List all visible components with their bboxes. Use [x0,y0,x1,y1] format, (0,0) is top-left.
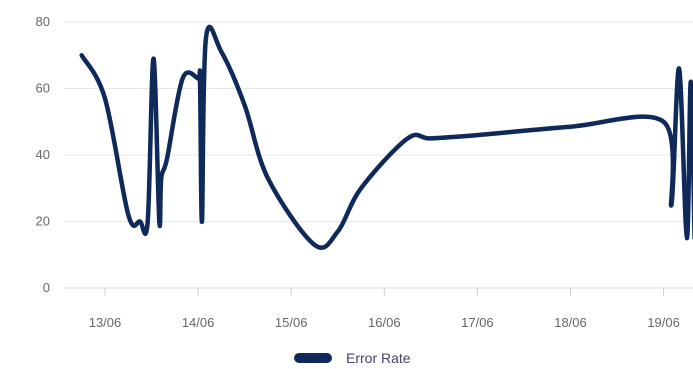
x-tick-label: 13/06 [89,315,122,330]
x-axis-ticks: 13/06 14/06 15/06 16/06 17/06 18/06 19/06 [89,288,680,330]
y-tick-label: 80 [36,14,50,29]
series-line-error-rate [79,24,693,250]
x-tick-label: 16/06 [368,315,401,330]
y-tick-label: 40 [36,147,50,162]
x-tick-label: 18/06 [554,315,587,330]
legend[interactable]: Error Rate [294,350,411,366]
series-layer [79,24,693,250]
x-tick-label: 19/06 [647,315,680,330]
legend-label: Error Rate [346,350,411,366]
legend-swatch [294,353,332,363]
x-tick-label: 14/06 [182,315,215,330]
x-tick-label: 15/06 [275,315,308,330]
y-tick-label: 0 [43,280,50,295]
x-tick-label: 17/06 [461,315,494,330]
y-tick-label: 20 [36,214,50,229]
y-axis-ticks: 0 20 40 60 80 [36,14,50,295]
y-tick-label: 60 [36,81,50,96]
